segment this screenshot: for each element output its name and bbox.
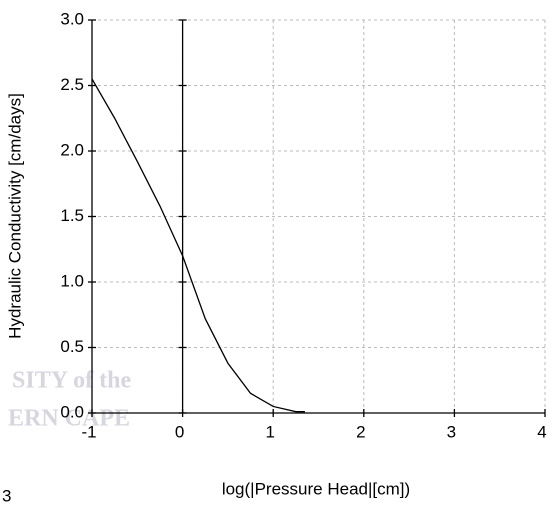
watermark: ERN CAPE [8,406,130,432]
y-tick-label: 1.0 [60,271,84,290]
y-axis-title: Hydraulic Conductivity [cm/days] [5,93,24,339]
y-tick-label: 3.0 [60,9,84,28]
page-fragment: 3 [2,486,11,505]
y-tick-label: 2.5 [60,75,84,94]
watermark: SITY of the [12,368,131,394]
data-line [91,78,305,413]
x-axis-title: log(|Pressure Head|[cm]) [222,479,410,498]
x-tick-label: 3 [447,422,456,441]
y-tick-label: 2.0 [60,140,84,159]
x-tick-label: 1 [265,422,274,441]
x-tick-label: 4 [537,422,546,441]
x-tick-label: 0 [175,422,184,441]
y-tick-label: 0.0 [60,402,84,421]
x-tick-label: -1 [81,422,96,441]
y-tick-label: 1.5 [60,206,84,225]
y-tick-label: 0.5 [60,337,84,356]
x-tick-label: 2 [356,422,365,441]
